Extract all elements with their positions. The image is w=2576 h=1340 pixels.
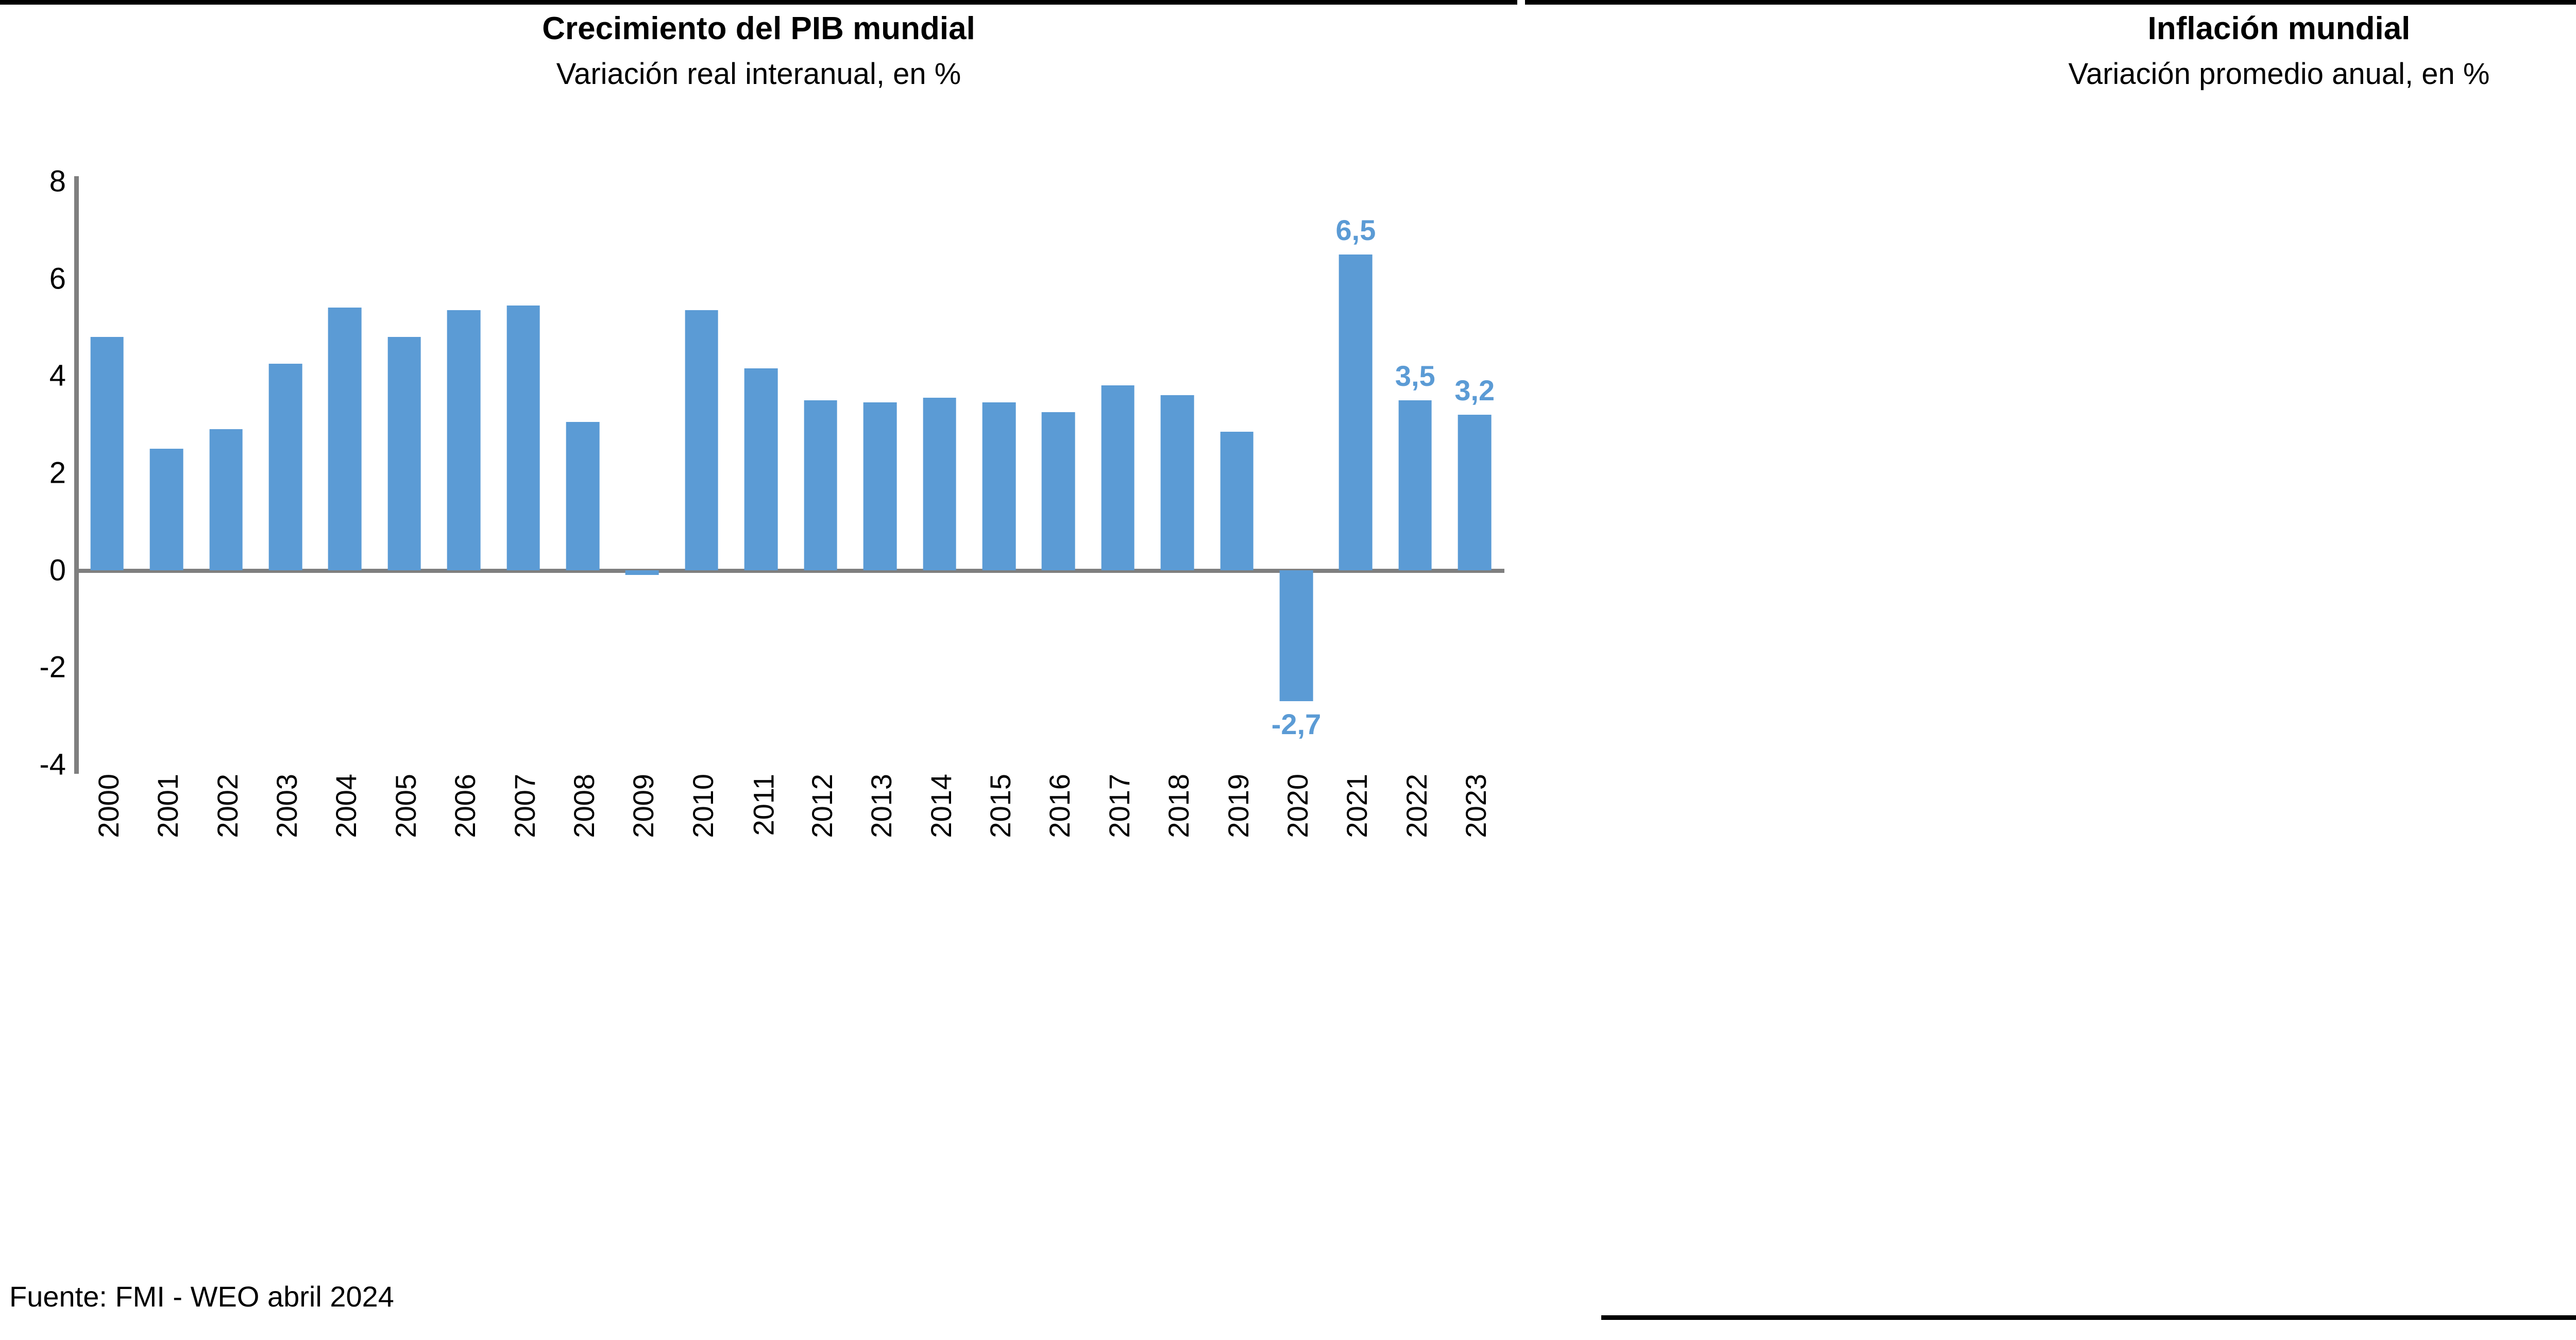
bar-2014[interactable]	[923, 397, 956, 570]
bar-slot-2020[interactable]: -2,7 2020	[1266, 181, 1326, 838]
bar-slot-2006[interactable]: 2006	[434, 181, 494, 838]
top-rule-left-divider	[0, 0, 1517, 5]
bar-2016[interactable]	[1042, 412, 1075, 570]
bar-slot-2015[interactable]: 2015	[969, 181, 1028, 838]
bar-2023[interactable]	[1458, 414, 1492, 570]
inflation-chart-title: Inflación mundial	[2147, 11, 2411, 46]
gdp-bars-group: 2000 2001 2002 2003 2004 2005 2006 2007 2008 2009…	[77, 181, 1504, 838]
bar-2008[interactable]	[566, 421, 600, 570]
x-axis-label-2020: 2020	[1281, 774, 1314, 838]
bar-slot-2008[interactable]: 2008	[553, 181, 612, 838]
data-label-2020: -2,7	[1271, 708, 1321, 741]
bar-slot-2016[interactable]: 2016	[1029, 181, 1088, 838]
bar-slot-2002[interactable]: 2002	[196, 181, 256, 838]
gdp-y-tick: 4	[49, 359, 66, 393]
data-label-2022: 3,5	[1395, 359, 1435, 392]
x-axis-label-2011: 2011	[747, 774, 780, 836]
x-axis-label-2018: 2018	[1162, 774, 1195, 838]
bar-2010[interactable]	[685, 310, 719, 570]
bar-slot-2017[interactable]: 2017	[1088, 181, 1147, 838]
bar-2000[interactable]	[90, 336, 124, 570]
bar-slot-2000[interactable]: 2000	[77, 181, 137, 838]
bar-slot-2011[interactable]: 2011	[732, 181, 791, 836]
bar-2012[interactable]	[804, 400, 838, 570]
x-axis-label-2009: 2009	[627, 774, 660, 838]
bar-2003[interactable]	[268, 363, 302, 570]
bar-2013[interactable]	[863, 402, 897, 570]
inflation-chart-subtitle: Variación promedio anual, en %	[2068, 57, 2490, 91]
bar-2017[interactable]	[1101, 385, 1135, 570]
bar-2022[interactable]	[1398, 400, 1432, 570]
x-axis-label-2005: 2005	[389, 774, 422, 838]
bar-slot-2013[interactable]: 2013	[850, 181, 909, 838]
bar-2004[interactable]	[328, 308, 362, 570]
bar-slot-2022[interactable]: 3,5 2022	[1385, 181, 1445, 838]
bar-2015[interactable]	[982, 402, 1016, 570]
gdp-chart-subtitle: Variación real interanual, en %	[556, 57, 961, 91]
gdp-zero-line	[74, 569, 1504, 573]
bar-2002[interactable]	[209, 429, 243, 570]
x-axis-label-2019: 2019	[1222, 774, 1255, 838]
bar-slot-2001[interactable]: 2001	[137, 181, 196, 838]
x-axis-label-2012: 2012	[805, 774, 838, 838]
bar-2021[interactable]	[1339, 254, 1372, 570]
gdp-y-axis-line	[74, 176, 79, 774]
bar-2019[interactable]	[1220, 431, 1253, 570]
x-axis-label-2006: 2006	[449, 774, 482, 838]
inflation-chart-panel: Inflación mundial Variación promedio anu…	[1520, 0, 2576, 1340]
top-rule-right-divider	[1525, 0, 2576, 5]
bar-2009[interactable]	[625, 570, 659, 575]
x-axis-label-2023: 2023	[1460, 774, 1493, 838]
bar-slot-2021[interactable]: 6,5 2021	[1326, 181, 1385, 838]
x-axis-label-2017: 2017	[1103, 774, 1136, 838]
bar-2005[interactable]	[387, 336, 421, 570]
source-note: Fuente: FMI - WEO abril 2024	[9, 1280, 394, 1313]
bar-slot-2023[interactable]: 3,2 2023	[1445, 181, 1504, 838]
gdp-chart-panel: Crecimiento del PIB mundial Variación re…	[9, 11, 1504, 1313]
bar-slot-2014[interactable]: 2014	[910, 181, 969, 838]
bar-slot-2004[interactable]: 2004	[315, 181, 375, 838]
x-axis-label-2021: 2021	[1341, 774, 1374, 838]
gdp-y-tick: 8	[49, 164, 66, 198]
bar-2018[interactable]	[1160, 395, 1194, 570]
data-label-2021: 6,5	[1335, 213, 1376, 246]
gdp-y-tick: 2	[49, 456, 66, 490]
gdp-y-tick: 0	[49, 553, 66, 587]
bar-2020[interactable]	[1279, 570, 1313, 702]
data-label-2023: 3,2	[1454, 374, 1495, 406]
bar-2007[interactable]	[506, 305, 540, 570]
gdp-plot-area: 2000 2001 2002 2003 2004 2005 2006 2007 2008 2009…	[39, 165, 1504, 838]
bar-2011[interactable]	[744, 368, 778, 570]
x-axis-label-2022: 2022	[1400, 774, 1433, 838]
bottom-rule-right-divider	[1601, 1315, 2576, 1320]
gdp-chart-title: Crecimiento del PIB mundial	[542, 11, 975, 46]
x-axis-label-2007: 2007	[508, 774, 541, 838]
x-axis-label-2008: 2008	[568, 774, 601, 838]
x-axis-label-2015: 2015	[984, 774, 1017, 838]
x-axis-label-2013: 2013	[865, 774, 898, 838]
bar-slot-2005[interactable]: 2005	[375, 181, 434, 838]
x-axis-label-2004: 2004	[330, 774, 363, 838]
x-axis-label-2014: 2014	[924, 774, 957, 838]
x-axis-label-2010: 2010	[687, 774, 720, 838]
bar-slot-2019[interactable]: 2019	[1207, 181, 1266, 838]
bar-slot-2009[interactable]: 2009	[613, 181, 672, 838]
gdp-y-tick: 6	[49, 262, 66, 296]
gdp-y-tick: -4	[39, 748, 66, 782]
bar-slot-2012[interactable]: 2012	[791, 181, 850, 838]
bar-slot-2003[interactable]: 2003	[256, 181, 315, 838]
bar-slot-2010[interactable]: 2010	[672, 181, 731, 838]
x-axis-label-2001: 2001	[151, 774, 184, 838]
x-axis-label-2000: 2000	[92, 774, 125, 838]
bar-2001[interactable]	[149, 448, 183, 570]
x-axis-label-2003: 2003	[270, 774, 303, 838]
bar-slot-2007[interactable]: 2007	[494, 181, 553, 838]
x-axis-label-2016: 2016	[1043, 774, 1076, 838]
bar-2006[interactable]	[447, 310, 481, 570]
gdp-y-tick: -2	[39, 650, 66, 684]
bar-slot-2018[interactable]: 2018	[1148, 181, 1207, 838]
x-axis-label-2002: 2002	[211, 774, 244, 838]
